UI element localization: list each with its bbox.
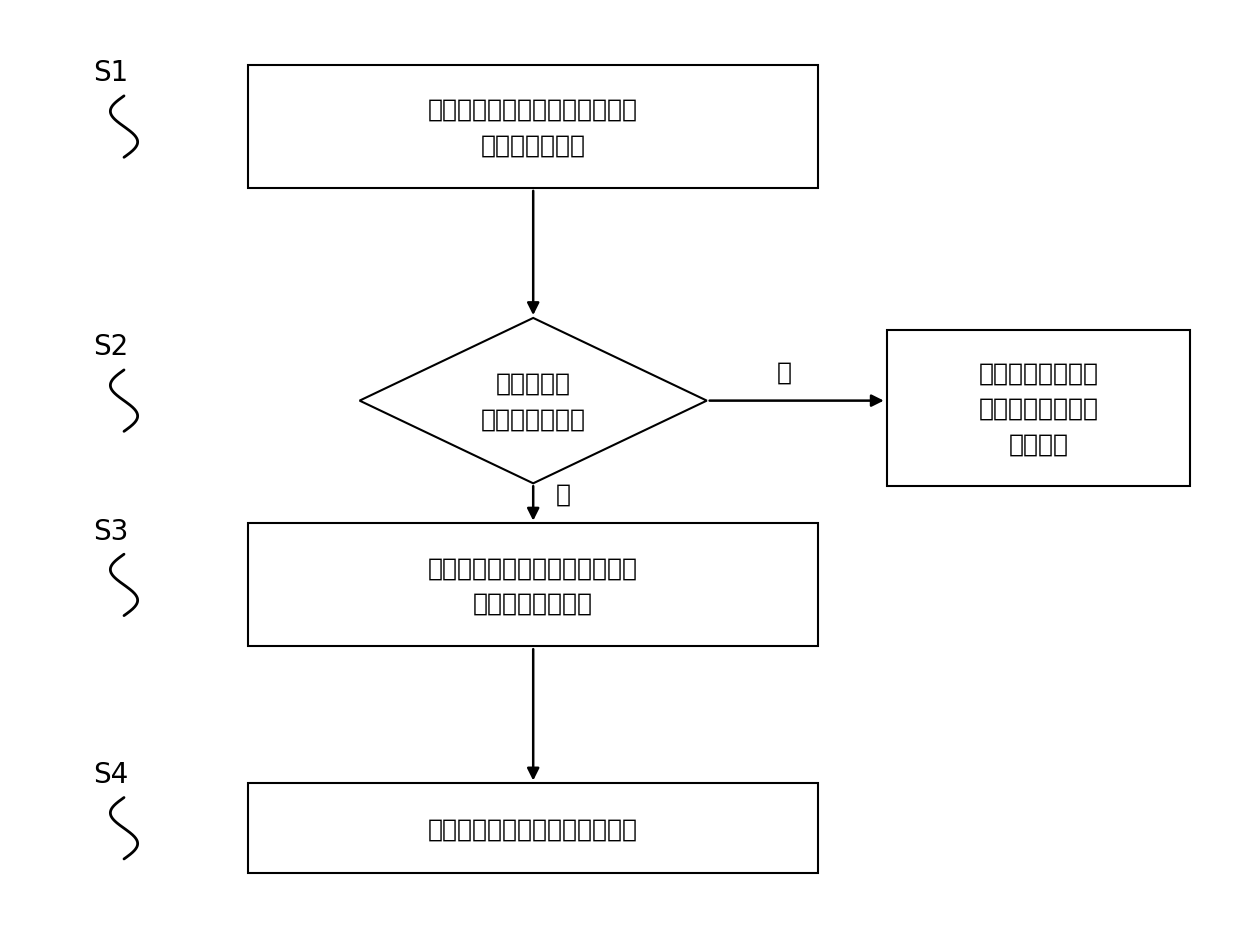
Text: 是: 是: [556, 482, 570, 506]
Text: 否: 否: [776, 361, 792, 384]
Text: S1: S1: [93, 59, 128, 88]
Bar: [248, 66, 818, 189]
Text: 语音播报装置播报通知操作结果: 语音播报装置播报通知操作结果: [428, 817, 639, 840]
Text: 语音传感器采集语音指令，并输
入语音交互系统: 语音传感器采集语音指令，并输 入语音交互系统: [428, 98, 639, 157]
Text: 语音播报装置播报
通知该语音指令为
无效指令: 语音播报装置播报 通知该语音指令为 无效指令: [978, 361, 1099, 456]
Polygon shape: [360, 319, 707, 484]
Bar: [887, 330, 1190, 486]
Text: S2: S2: [93, 333, 128, 362]
Text: 判断是否为
有效的语音指令: 判断是否为 有效的语音指令: [481, 372, 585, 430]
Bar: [248, 784, 818, 873]
Text: S3: S3: [93, 517, 128, 546]
Bar: [248, 524, 818, 647]
Text: S4: S4: [93, 760, 128, 788]
Text: 语音交互系统判断语音指令类型
，执行相应的操作: 语音交互系统判断语音指令类型 ，执行相应的操作: [428, 556, 639, 615]
